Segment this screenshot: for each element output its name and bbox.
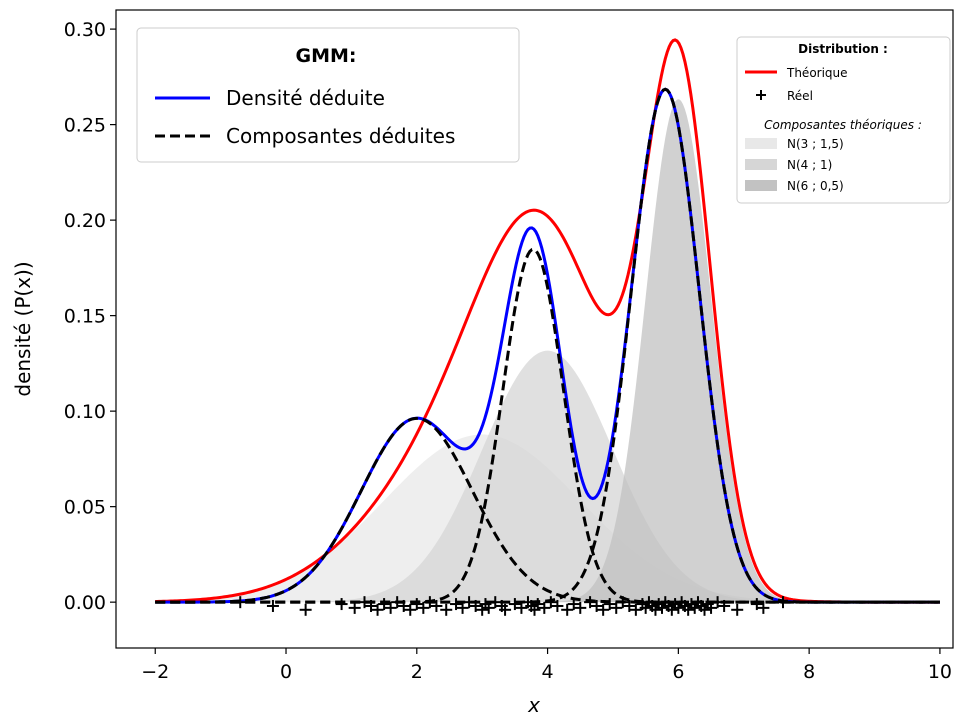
sample-marker — [482, 601, 495, 614]
legend-dist-comp-1: N(4 ; 1) — [787, 158, 832, 172]
y-tick-label: 0.10 — [64, 401, 106, 423]
legend-dist-subtitle: Composantes théoriques : — [764, 118, 922, 132]
inferred-component-line-2 — [155, 87, 940, 604]
density-curves — [155, 38, 940, 604]
x-tick-label: 0 — [280, 661, 292, 683]
sample-marker — [616, 596, 629, 609]
sample-marker — [567, 598, 580, 611]
legend-distribution: Distribution : Théorique Réel Composante… — [736, 36, 951, 204]
theoretical-component-fills — [155, 99, 940, 603]
sample-marker — [597, 603, 610, 616]
y-tick-label: 0.25 — [64, 115, 106, 137]
y-tick-label: 0.00 — [64, 592, 106, 614]
legend-dist-item-real: Réel — [787, 89, 813, 103]
legend-dist-box — [736, 36, 951, 204]
sample-marker — [397, 599, 410, 612]
legend-gmm-box — [136, 27, 520, 163]
x-tick-label: 8 — [803, 661, 815, 683]
x-axis-label: x — [527, 693, 540, 717]
sample-marker — [629, 603, 642, 616]
sample-marker — [623, 599, 636, 612]
sample-marker — [266, 599, 279, 612]
sample-marker — [508, 598, 521, 611]
sample-marker — [469, 599, 482, 612]
sample-marker — [574, 601, 587, 614]
sample-marker — [731, 603, 744, 616]
y-tick-label: 0.30 — [64, 19, 106, 41]
sample-marker — [610, 601, 623, 614]
legend-gmm-item-density: Densité déduite — [226, 86, 385, 110]
sample-marker — [371, 603, 384, 616]
legend-swatch-n6 — [745, 180, 777, 191]
sample-marker — [711, 596, 724, 609]
sample-marker — [584, 596, 597, 609]
legend-plus-marker — [756, 90, 766, 100]
legend-gmm-title: GMM: — [295, 45, 356, 67]
sample-marker — [234, 596, 247, 609]
sample-marker — [718, 599, 731, 612]
x-tick-label: 6 — [672, 661, 684, 683]
sample-marker — [423, 596, 436, 609]
legend-swatch-n3 — [745, 138, 777, 149]
inferred-component-line-1 — [155, 247, 940, 604]
sample-marker — [430, 599, 443, 612]
sample-marker — [378, 598, 391, 611]
legend-gmm-item-components: Composantes déduites — [226, 124, 455, 148]
sample-marker — [358, 596, 371, 609]
legend-swatch-n4 — [745, 159, 777, 170]
x-tick-label: 4 — [542, 661, 554, 683]
sample-marker — [757, 601, 770, 614]
sample-marker — [776, 596, 789, 609]
sample-marker — [551, 599, 564, 612]
legend-dist-item-theoretical: Théorique — [786, 66, 848, 80]
sample-marker — [489, 596, 502, 609]
sample-marker — [365, 599, 378, 612]
sample-marker — [410, 598, 423, 611]
x-axis-ticks: −2 0 2 4 6 8 10 — [141, 648, 952, 683]
legend-dist-comp-0: N(3 ; 1,5) — [787, 137, 844, 151]
sample-marker — [456, 601, 469, 614]
theoretical-fill-1 — [155, 350, 940, 603]
sample-marker — [391, 596, 404, 609]
y-tick-label: 0.20 — [64, 210, 106, 232]
legend-dist-title: Distribution : — [798, 42, 888, 56]
sample-marker — [335, 598, 348, 611]
sample-marker — [705, 601, 718, 614]
sample-markers — [234, 596, 789, 616]
sample-marker — [531, 598, 544, 611]
sample-marker — [603, 598, 616, 611]
x-tick-label: −2 — [141, 661, 169, 683]
legend-gmm: GMM: Densité déduite Composantes déduite… — [136, 27, 520, 163]
sample-marker — [417, 601, 430, 614]
plot-frame — [115, 9, 954, 649]
y-axis-ticks: 0.00 0.05 0.10 0.15 0.20 0.25 0.30 — [64, 19, 116, 614]
y-tick-label: 0.15 — [64, 306, 106, 328]
sample-marker — [515, 601, 528, 614]
y-tick-label: 0.05 — [64, 497, 106, 519]
x-tick-label: 2 — [411, 661, 423, 683]
x-tick-label: 10 — [928, 661, 952, 683]
sample-marker — [499, 603, 512, 616]
y-axis-label: densité (P(x)) — [11, 261, 35, 396]
sample-marker — [440, 603, 453, 616]
sample-marker — [450, 598, 463, 611]
legend-dist-comp-2: N(6 ; 0,5) — [787, 179, 844, 193]
sample-marker — [750, 598, 763, 611]
sample-marker — [348, 601, 361, 614]
sample-marker — [590, 599, 603, 612]
sample-marker — [299, 603, 312, 616]
inferred-component-line-0 — [155, 416, 940, 604]
sample-marker — [544, 596, 557, 609]
sample-marker — [384, 601, 397, 614]
sample-marker — [404, 603, 417, 616]
sample-marker — [538, 601, 551, 614]
sample-marker — [561, 603, 574, 616]
sample-marker — [463, 596, 476, 609]
